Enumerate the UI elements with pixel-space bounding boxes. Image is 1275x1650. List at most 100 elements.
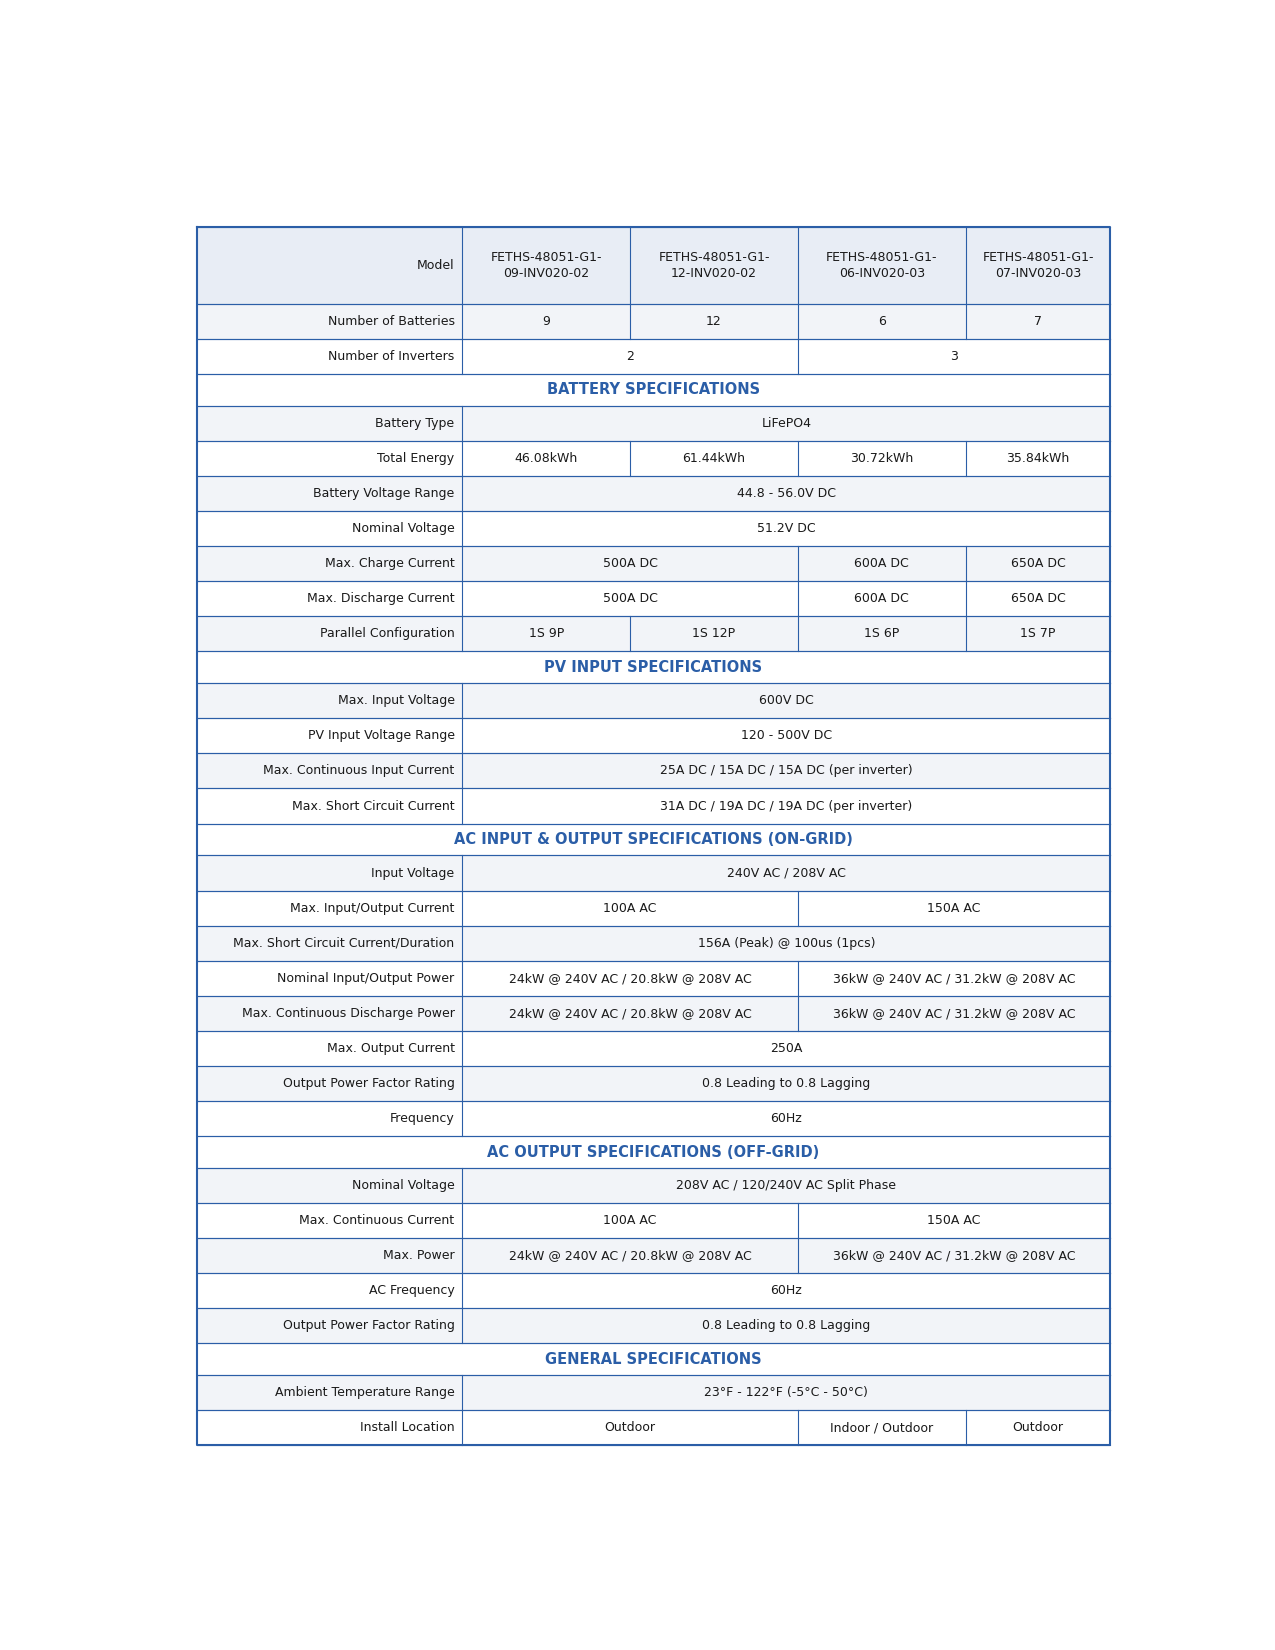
Text: 100A AC: 100A AC xyxy=(603,1214,657,1228)
Bar xyxy=(798,228,965,304)
Text: Max. Short Circuit Current: Max. Short Circuit Current xyxy=(292,800,455,812)
Bar xyxy=(630,617,798,652)
Bar xyxy=(463,581,798,617)
Bar xyxy=(463,1168,1111,1203)
Bar xyxy=(196,1031,463,1066)
Text: Frequency: Frequency xyxy=(390,1112,455,1125)
Text: BATTERY SPECIFICATIONS: BATTERY SPECIFICATIONS xyxy=(547,383,760,398)
Bar xyxy=(196,1274,463,1308)
Text: Max. Continuous Input Current: Max. Continuous Input Current xyxy=(264,764,455,777)
Text: Max. Continuous Discharge Power: Max. Continuous Discharge Power xyxy=(242,1006,455,1020)
Text: 240V AC / 208V AC: 240V AC / 208V AC xyxy=(727,866,845,879)
Text: Output Power Factor Rating: Output Power Factor Rating xyxy=(283,1077,455,1091)
Text: 60Hz: 60Hz xyxy=(770,1284,802,1297)
Bar xyxy=(463,1411,798,1445)
Text: 100A AC: 100A AC xyxy=(603,901,657,914)
Bar xyxy=(630,228,798,304)
Bar xyxy=(196,441,463,475)
Bar xyxy=(463,441,630,475)
Text: 30.72kWh: 30.72kWh xyxy=(850,452,913,465)
Bar xyxy=(196,617,463,652)
Bar xyxy=(463,1101,1111,1137)
Bar xyxy=(965,441,1111,475)
Bar xyxy=(196,718,463,754)
Text: 35.84kWh: 35.84kWh xyxy=(1006,452,1070,465)
Bar xyxy=(463,546,798,581)
Text: 600A DC: 600A DC xyxy=(854,592,909,606)
Bar xyxy=(798,617,965,652)
Bar xyxy=(463,1031,1111,1066)
Text: FETHS-48051-G1-
06-INV020-03: FETHS-48051-G1- 06-INV020-03 xyxy=(826,251,937,280)
Bar xyxy=(965,546,1111,581)
Text: Max. Input Voltage: Max. Input Voltage xyxy=(338,695,455,708)
Text: 46.08kWh: 46.08kWh xyxy=(515,452,578,465)
Text: Output Power Factor Rating: Output Power Factor Rating xyxy=(283,1320,455,1332)
Text: 150A AC: 150A AC xyxy=(927,901,980,914)
Bar xyxy=(196,823,1111,855)
Bar xyxy=(463,855,1111,891)
Text: 500A DC: 500A DC xyxy=(603,558,658,571)
Text: 25A DC / 15A DC / 15A DC (per inverter): 25A DC / 15A DC / 15A DC (per inverter) xyxy=(660,764,913,777)
Text: Model: Model xyxy=(417,259,455,272)
Text: AC Frequency: AC Frequency xyxy=(368,1284,455,1297)
Text: GENERAL SPECIFICATIONS: GENERAL SPECIFICATIONS xyxy=(546,1351,761,1366)
Bar xyxy=(463,683,1111,718)
Text: 51.2V DC: 51.2V DC xyxy=(757,521,816,535)
Bar xyxy=(463,1308,1111,1343)
Bar xyxy=(630,304,798,338)
Text: 2: 2 xyxy=(626,350,634,363)
Text: 7: 7 xyxy=(1034,315,1042,328)
Bar xyxy=(196,891,463,926)
Bar xyxy=(463,960,798,995)
Bar xyxy=(196,338,463,375)
Bar xyxy=(798,995,1111,1031)
Bar xyxy=(798,581,965,617)
Text: 36kW @ 240V AC / 31.2kW @ 208V AC: 36kW @ 240V AC / 31.2kW @ 208V AC xyxy=(833,1006,1075,1020)
Text: 150A AC: 150A AC xyxy=(927,1214,980,1228)
Bar xyxy=(196,1101,463,1137)
Text: 31A DC / 19A DC / 19A DC (per inverter): 31A DC / 19A DC / 19A DC (per inverter) xyxy=(660,800,913,812)
Text: 250A: 250A xyxy=(770,1041,802,1054)
Text: Max. Input/Output Current: Max. Input/Output Current xyxy=(291,901,455,914)
Bar xyxy=(196,546,463,581)
Bar xyxy=(196,581,463,617)
Text: Number of Inverters: Number of Inverters xyxy=(328,350,455,363)
Bar xyxy=(196,406,463,441)
Text: 208V AC / 120/240V AC Split Phase: 208V AC / 120/240V AC Split Phase xyxy=(676,1180,896,1191)
Text: Nominal Input/Output Power: Nominal Input/Output Power xyxy=(278,972,455,985)
Text: 650A DC: 650A DC xyxy=(1011,558,1066,571)
Text: Nominal Voltage: Nominal Voltage xyxy=(352,1180,455,1191)
Text: Indoor / Outdoor: Indoor / Outdoor xyxy=(830,1421,933,1434)
Bar xyxy=(196,789,463,823)
Bar xyxy=(463,1066,1111,1101)
Bar xyxy=(463,512,1111,546)
Bar xyxy=(798,441,965,475)
Bar xyxy=(463,1203,798,1238)
Text: 0.8 Leading to 0.8 Lagging: 0.8 Leading to 0.8 Lagging xyxy=(703,1077,871,1091)
Text: 24kW @ 240V AC / 20.8kW @ 208V AC: 24kW @ 240V AC / 20.8kW @ 208V AC xyxy=(509,1249,751,1262)
Bar xyxy=(196,1238,463,1274)
Text: 600A DC: 600A DC xyxy=(854,558,909,571)
Bar xyxy=(463,617,630,652)
Bar xyxy=(463,338,798,375)
Text: 1S 12P: 1S 12P xyxy=(692,627,736,640)
Bar xyxy=(798,960,1111,995)
Bar xyxy=(965,1411,1111,1445)
Bar xyxy=(196,754,463,789)
Bar xyxy=(196,960,463,995)
Text: 61.44kWh: 61.44kWh xyxy=(682,452,746,465)
Bar xyxy=(463,1238,798,1274)
Text: Max. Charge Current: Max. Charge Current xyxy=(325,558,455,571)
Text: 44.8 - 56.0V DC: 44.8 - 56.0V DC xyxy=(737,487,836,500)
Text: Max. Output Current: Max. Output Current xyxy=(326,1041,455,1054)
Bar xyxy=(463,891,798,926)
Text: 60Hz: 60Hz xyxy=(770,1112,802,1125)
Bar xyxy=(463,304,630,338)
Bar xyxy=(463,789,1111,823)
Bar xyxy=(196,375,1111,406)
Bar xyxy=(196,1168,463,1203)
Text: 3: 3 xyxy=(950,350,958,363)
Bar xyxy=(798,1411,965,1445)
Bar xyxy=(798,891,1111,926)
Bar xyxy=(196,512,463,546)
